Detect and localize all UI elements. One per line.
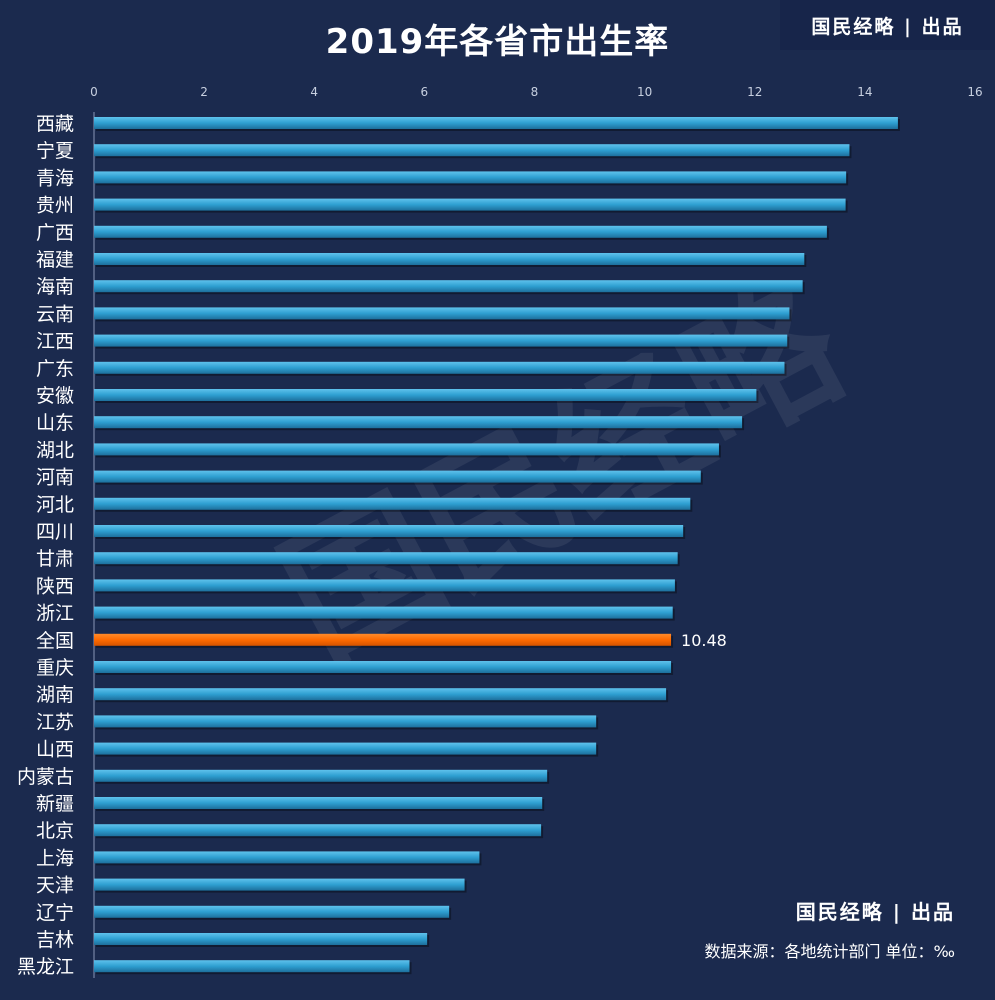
bar — [94, 497, 691, 510]
bar — [94, 389, 757, 401]
category-label: 北京 — [36, 820, 74, 842]
brand-logo-top: 国民经略 | 出品 — [780, 0, 995, 50]
category-label: 上海 — [36, 847, 74, 869]
bar — [94, 470, 701, 483]
category-label: 海南 — [36, 276, 74, 298]
x-tick-label: 2 — [200, 85, 208, 99]
bar — [94, 443, 719, 456]
x-tick-label: 12 — [747, 85, 762, 99]
bar — [94, 960, 410, 973]
category-label: 浙江 — [36, 603, 74, 625]
bar — [94, 769, 548, 782]
bar — [94, 688, 667, 701]
category-label: 云南 — [36, 303, 74, 325]
x-tick-label: 8 — [531, 85, 539, 99]
x-axis: 0 2 4 6 8 10 12 14 16 — [90, 85, 982, 99]
x-tick-label: 16 — [967, 85, 982, 99]
bar — [94, 552, 678, 565]
bar — [94, 851, 480, 864]
bar — [94, 878, 465, 891]
x-tick-label: 14 — [857, 85, 872, 99]
category-label: 山东 — [36, 412, 74, 434]
category-label: 辽宁 — [36, 902, 74, 924]
category-label: 河南 — [36, 467, 74, 489]
category-label: 安徽 — [36, 385, 74, 407]
bar — [94, 824, 542, 837]
category-label: 贵州 — [36, 195, 74, 217]
category-label: 西藏 — [36, 113, 74, 135]
highlight-bar — [94, 633, 672, 646]
category-label: 山西 — [36, 739, 74, 761]
category-label: 广西 — [36, 222, 74, 244]
bar — [94, 361, 785, 374]
category-label: 宁夏 — [36, 140, 74, 162]
bar — [94, 797, 543, 809]
source-note: 数据来源：各地统计部门 单位：‰ — [704, 942, 955, 961]
x-tick-label: 10 — [637, 85, 652, 99]
category-label: 福建 — [36, 249, 74, 271]
bars — [94, 117, 900, 975]
bar — [94, 144, 850, 157]
category-label: 河北 — [36, 494, 74, 516]
x-tick-label: 0 — [90, 85, 98, 99]
category-label: 陕西 — [36, 575, 74, 597]
bar — [94, 525, 684, 537]
category-label: 全国 — [36, 630, 74, 652]
category-label: 重庆 — [36, 657, 74, 679]
category-labels: 西藏宁夏青海贵州广西福建海南云南江西广东安徽山东湖北河南河北四川甘肃陕西浙江全国… — [17, 113, 727, 978]
bar — [94, 117, 898, 129]
category-label: 广东 — [36, 358, 74, 380]
bar — [94, 225, 827, 238]
category-label: 天津 — [36, 875, 74, 897]
category-label: 甘肃 — [36, 548, 74, 570]
bar — [94, 742, 597, 755]
category-label: 湖北 — [36, 439, 74, 461]
bar — [94, 579, 675, 592]
category-label: 江苏 — [36, 711, 74, 733]
category-label: 吉林 — [36, 929, 74, 951]
bar — [94, 280, 803, 293]
x-tick-label: 6 — [421, 85, 429, 99]
bar — [94, 198, 846, 211]
category-label: 青海 — [36, 167, 74, 189]
bar — [94, 253, 805, 265]
category-label: 黑龙江 — [17, 956, 74, 978]
bar — [94, 933, 428, 945]
bar — [94, 606, 673, 619]
bar — [94, 307, 790, 320]
chart-title: 2019年各省市出生率 — [325, 22, 670, 62]
brand-logo-bottom: 国民经略 | 出品 — [795, 900, 955, 924]
category-label: 内蒙古 — [17, 766, 74, 788]
bar — [94, 905, 450, 918]
category-label: 四川 — [36, 521, 74, 543]
category-label: 湖南 — [36, 684, 74, 706]
bar — [94, 661, 672, 673]
bar — [94, 171, 847, 184]
category-label: 江西 — [36, 331, 74, 353]
data-label: 10.48 — [681, 631, 727, 650]
x-tick-label: 4 — [310, 85, 318, 99]
bar — [94, 416, 743, 429]
bar — [94, 334, 788, 347]
bar — [94, 715, 597, 728]
category-label: 新疆 — [36, 793, 74, 815]
